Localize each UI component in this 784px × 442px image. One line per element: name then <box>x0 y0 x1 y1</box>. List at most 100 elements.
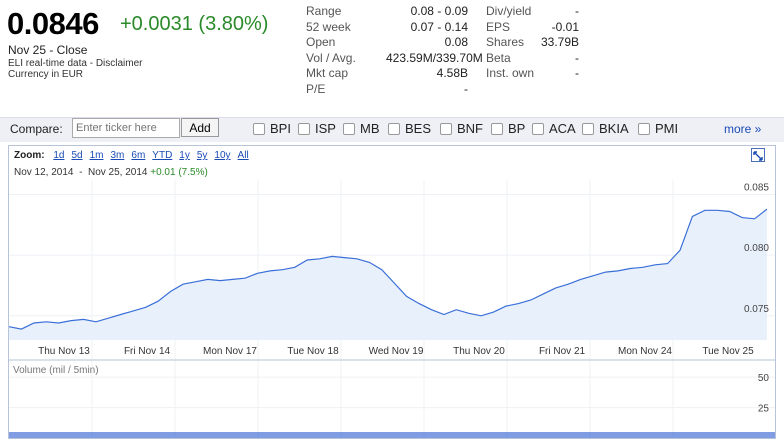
x-tick-label: Tue Nov 25 <box>702 346 754 357</box>
compare-ticker-label: BP <box>508 121 526 136</box>
compare-ticker-label: ISP <box>315 121 336 136</box>
compare-ticker-input[interactable] <box>72 118 180 138</box>
zoom-option-all[interactable]: All <box>237 150 249 161</box>
stats-table-right: Div/yield - EPS -0.01 Shares 33.79B Beta - Inst.… <box>486 4 579 82</box>
stat-label: Beta <box>486 50 511 65</box>
checkbox-icon[interactable] <box>298 122 310 135</box>
price-change: +0.0031 (3.80%) <box>120 13 269 35</box>
zoom-row: Zoom: 1d 5d 1m 3m 6m YTD 1y 5y 10y All <box>14 150 256 161</box>
stat-label: EPS <box>486 19 511 34</box>
compare-ticker-label: BNF <box>457 121 483 136</box>
disclaimer-link[interactable]: ELI real-time data - Disclaimer <box>8 58 143 69</box>
zoom-option-ytd[interactable]: YTD <box>152 150 173 161</box>
compare-ticker-label: MB <box>360 121 380 136</box>
compare-ticker-bkia[interactable]: BKIA <box>582 121 629 136</box>
stat-label: P/E <box>306 81 326 96</box>
stat-row: 52 week 0.07 - 0.14 <box>306 20 468 36</box>
compare-ticker-bes[interactable]: BES <box>388 121 431 136</box>
date-range: Nov 12, 2014 - Nov 25, 2014 +0.01 (7.5%) <box>14 167 208 178</box>
stat-row: Inst. own - <box>486 66 579 82</box>
zoom-option-5d[interactable]: 5d <box>71 150 83 161</box>
zoom-option-1d[interactable]: 1d <box>53 150 65 161</box>
compare-ticker-aca[interactable]: ACA <box>532 121 576 136</box>
stat-value: 0.08 <box>444 35 468 49</box>
stat-label: Vol / Avg. <box>306 50 356 65</box>
zoom-option-5y[interactable]: 5y <box>196 150 208 161</box>
compare-ticker-isp[interactable]: ISP <box>298 121 336 136</box>
compare-ticker-mb[interactable]: MB <box>343 121 380 136</box>
checkbox-icon[interactable] <box>638 122 650 135</box>
compare-ticker-pmi[interactable]: PMI <box>638 121 678 136</box>
checkbox-icon[interactable] <box>388 122 400 135</box>
compare-ticker-label: PMI <box>655 121 679 136</box>
expand-chart-icon[interactable] <box>751 148 765 162</box>
x-tick-label: Wed Nov 19 <box>369 346 424 357</box>
compare-ticker-label: BKIA <box>599 121 629 136</box>
x-tick-label: Tue Nov 18 <box>287 346 339 357</box>
compare-ticker-bp[interactable]: BP <box>491 121 525 136</box>
stat-label: Range <box>306 4 342 18</box>
stat-value: -0.01 <box>551 19 579 34</box>
volume-bars <box>9 432 775 438</box>
checkbox-icon[interactable] <box>253 122 265 135</box>
stat-value: 33.79B <box>541 35 580 49</box>
x-tick-label: Mon Nov 17 <box>203 346 257 357</box>
y-tick-label: 0.080 <box>744 243 769 254</box>
chart-frame <box>8 145 776 439</box>
price-line <box>9 208 768 330</box>
volume-tick-label: 50 <box>758 373 770 384</box>
zoom-option-1m[interactable]: 1m <box>89 150 104 161</box>
volume-tick-label: 25 <box>758 404 770 415</box>
stat-row: Shares 33.79B <box>486 35 579 51</box>
add-compare-button[interactable]: Add <box>181 118 219 137</box>
x-tick-label: Fri Nov 21 <box>539 346 586 357</box>
more-compare-link[interactable]: more » <box>724 122 762 136</box>
compare-label: Compare: <box>10 122 63 136</box>
stat-value: - <box>575 66 579 80</box>
zoom-option-10y[interactable]: 10y <box>214 150 231 161</box>
stat-label: Open <box>306 35 336 49</box>
range-gain: +0.01 (7.5%) <box>150 167 208 178</box>
y-tick-label: 0.075 <box>744 304 769 315</box>
stat-value: 0.07 - 0.14 <box>410 19 468 34</box>
stat-label: Shares <box>486 35 525 49</box>
stat-value: - <box>575 50 579 65</box>
quote-date: Nov 25 - Close <box>8 43 88 57</box>
stat-row: P/E - <box>306 82 468 98</box>
compare-ticker-bpi[interactable]: BPI <box>253 121 291 136</box>
checkbox-icon[interactable] <box>343 122 355 135</box>
stat-label: Div/yield <box>486 4 532 18</box>
stat-row: Beta - <box>486 51 579 67</box>
stat-row: Mkt cap 4.58B <box>306 66 468 82</box>
stat-row: Open 0.08 <box>306 35 468 51</box>
range-start: Nov 12, 2014 <box>14 167 74 178</box>
x-tick-label: Mon Nov 24 <box>618 346 672 357</box>
stat-row: Vol / Avg. 423.59M/339.70M <box>306 50 483 67</box>
zoom-option-3m[interactable]: 3m <box>110 150 125 161</box>
stat-value: 0.08 - 0.09 <box>410 4 468 18</box>
currency-note: Currency in EUR <box>8 69 84 80</box>
checkbox-icon[interactable] <box>491 122 503 135</box>
stat-row: EPS -0.01 <box>486 20 579 36</box>
checkbox-icon[interactable] <box>532 122 544 135</box>
stat-label: Mkt cap <box>306 66 349 80</box>
x-tick-label: Thu Nov 13 <box>38 346 90 357</box>
checkbox-icon[interactable] <box>440 122 452 135</box>
price-chart[interactable]: 0.075 0.080 0.085 Thu Nov 13 Fri Nov 14 Mon … <box>9 180 775 438</box>
stat-value: - <box>575 4 579 18</box>
zoom-option-6m[interactable]: 6m <box>131 150 146 161</box>
volume-label: Volume (mil / 5min) <box>13 365 99 376</box>
stat-value: - <box>464 81 468 96</box>
range-end: Nov 25, 2014 <box>87 167 148 178</box>
stat-label: Inst. own <box>486 66 535 80</box>
range-sep: - <box>79 167 83 178</box>
y-tick-label: 0.085 <box>744 183 769 194</box>
price-area <box>9 209 767 340</box>
stats-table-left: Range 0.08 - 0.09 52 week 0.07 - 0.14 Open 0.… <box>306 4 483 98</box>
compare-ticker-bnf[interactable]: BNF <box>440 121 483 136</box>
checkbox-icon[interactable] <box>582 122 594 135</box>
zoom-option-1y[interactable]: 1y <box>179 150 190 161</box>
stat-value: 4.58B <box>436 66 468 80</box>
x-tick-label: Fri Nov 14 <box>124 346 171 357</box>
x-tick-label: Thu Nov 20 <box>453 346 505 357</box>
